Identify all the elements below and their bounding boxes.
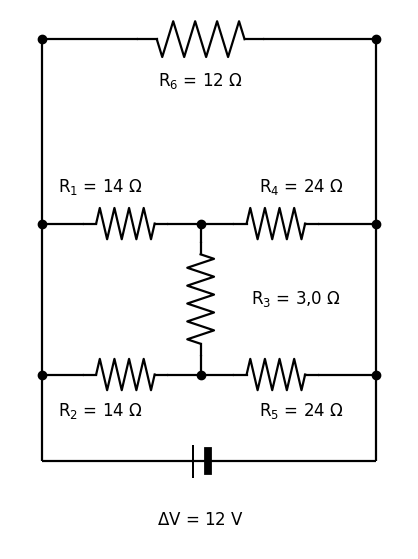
Text: R$_4$ = 24 $\Omega$: R$_4$ = 24 $\Omega$ bbox=[259, 177, 343, 197]
Text: $\Delta$V = 12 V: $\Delta$V = 12 V bbox=[157, 511, 244, 529]
Text: R$_3$ = 3,0 $\Omega$: R$_3$ = 3,0 $\Omega$ bbox=[251, 289, 341, 309]
Text: R$_2$ = 14 $\Omega$: R$_2$ = 14 $\Omega$ bbox=[58, 401, 143, 421]
Text: R$_1$ = 14 $\Omega$: R$_1$ = 14 $\Omega$ bbox=[58, 177, 143, 197]
Text: R$_6$ = 12 $\Omega$: R$_6$ = 12 $\Omega$ bbox=[158, 71, 243, 91]
Text: R$_5$ = 24 $\Omega$: R$_5$ = 24 $\Omega$ bbox=[259, 401, 343, 421]
